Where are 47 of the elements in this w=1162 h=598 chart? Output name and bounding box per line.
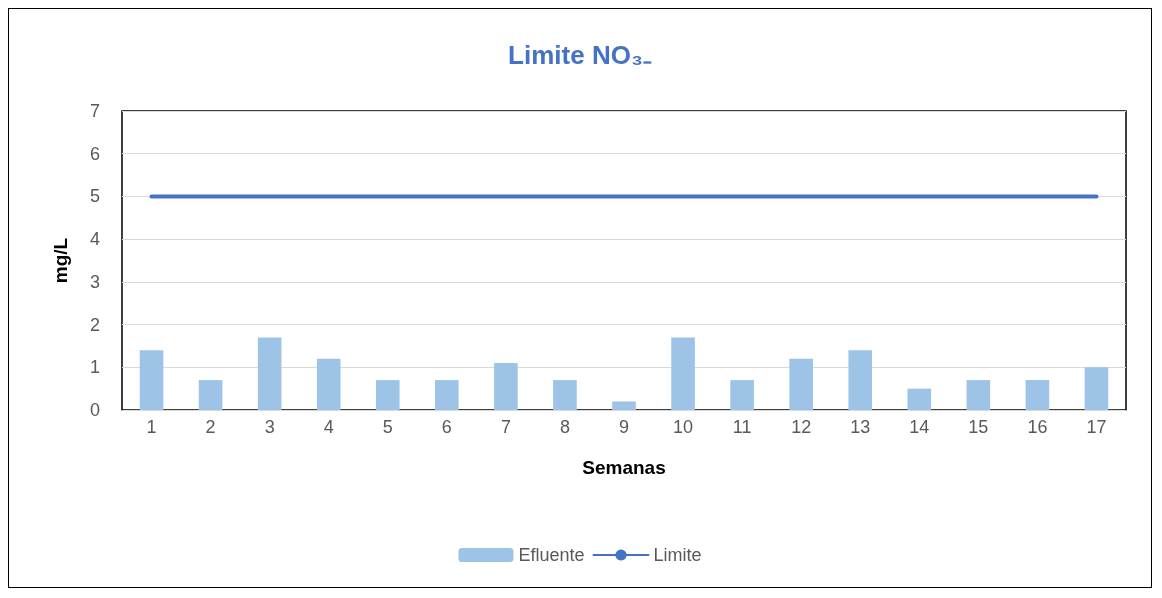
bar <box>435 380 459 410</box>
y-tick-label: 4 <box>89 229 100 250</box>
x-tick-label: 13 <box>850 417 871 437</box>
x-tick-label: 3 <box>264 417 275 437</box>
bar <box>1025 380 1050 410</box>
y-tick-label: 2 <box>89 314 100 335</box>
bar <box>612 401 636 410</box>
x-tick-label: 17 <box>1086 417 1107 437</box>
y-tick-label: 1 <box>89 357 100 378</box>
y-tick-label: 0 <box>89 400 100 420</box>
bar <box>257 337 282 410</box>
x-tick-label: 11 <box>732 417 752 437</box>
bar <box>907 388 932 410</box>
x-tick-label: 10 <box>673 417 694 437</box>
legend-label: Efluente <box>518 545 585 565</box>
y-tick-label: 6 <box>89 143 100 164</box>
bar <box>671 337 695 410</box>
y-tick-label: 7 <box>89 101 100 121</box>
x-tick-label: 15 <box>968 417 989 437</box>
bar <box>139 350 164 410</box>
x-tick-label: 6 <box>441 417 452 437</box>
x-tick-label: 4 <box>323 417 334 437</box>
bar <box>730 380 754 410</box>
y-tick-label: 3 <box>89 271 100 292</box>
chart-title: Limite NO₃₋ <box>508 40 652 70</box>
bar <box>789 358 813 410</box>
bar <box>198 380 223 410</box>
bar <box>848 350 873 410</box>
bar <box>553 380 577 410</box>
x-tick-label: 16 <box>1027 417 1048 437</box>
y-tick-label: 5 <box>89 186 100 207</box>
x-tick-label: 1 <box>146 417 157 437</box>
x-tick-label: 7 <box>500 417 511 437</box>
x-tick-label: 5 <box>382 417 393 437</box>
x-axis-title: Semanas <box>582 457 666 478</box>
bar <box>494 363 518 410</box>
bar <box>375 380 400 410</box>
x-tick-label: 12 <box>791 417 812 437</box>
x-tick-label: 8 <box>559 417 570 437</box>
y-axis-title: mg/L <box>50 237 71 284</box>
bar <box>1084 367 1109 410</box>
bar <box>966 380 991 410</box>
x-tick-label: 9 <box>618 417 630 437</box>
legend-label: Limite <box>653 545 702 565</box>
x-tick-label: 14 <box>909 417 930 437</box>
x-tick-label: 2 <box>205 417 216 437</box>
bar <box>316 358 341 410</box>
